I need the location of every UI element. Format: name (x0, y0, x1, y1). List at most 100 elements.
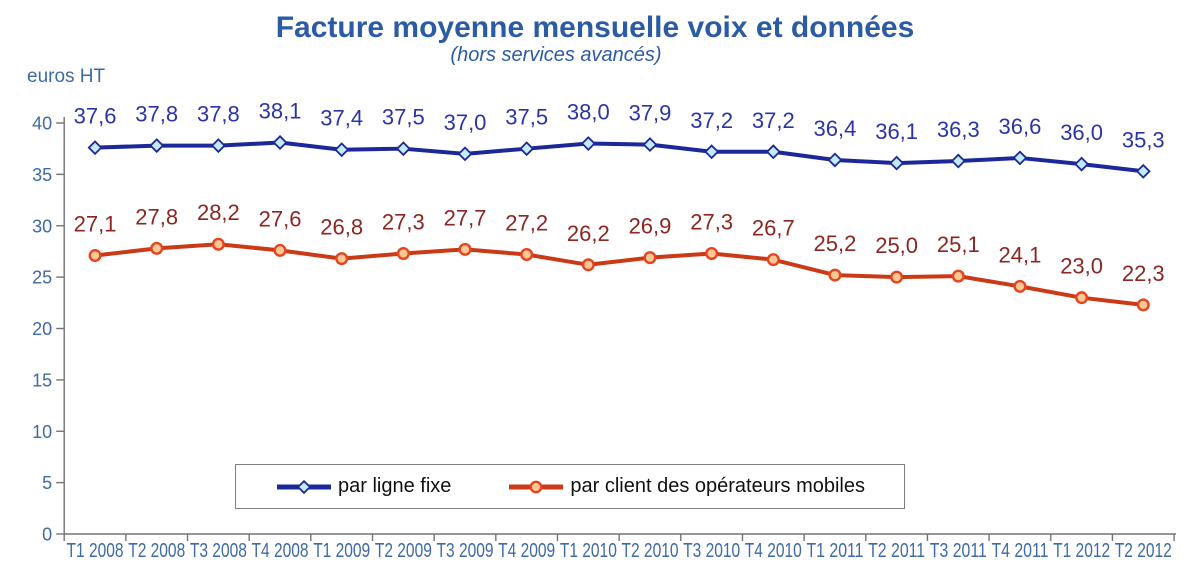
value-label: 37,8 (135, 102, 178, 127)
value-label: 27,2 (505, 211, 548, 236)
value-label: 25,0 (875, 233, 918, 258)
value-label: 37,5 (505, 105, 548, 130)
legend-item-ligne-fixe: par ligne fixe (275, 475, 451, 498)
value-label: 27,7 (444, 205, 487, 230)
x-axis-label: T4 2009 (498, 540, 555, 562)
x-axis-label: T3 2010 (683, 540, 740, 562)
marker-diamond (149, 138, 165, 154)
marker-circle (1075, 291, 1089, 305)
value-label: 36,6 (999, 114, 1042, 139)
series-line-0 (93, 140, 1146, 174)
legend: par ligne fixe par client des opérateurs… (235, 464, 905, 509)
marker-diamond (704, 144, 720, 160)
marker-diamond (765, 144, 781, 160)
marker-circle (766, 253, 780, 267)
marker-diamond (580, 136, 596, 152)
value-label: 35,3 (1122, 127, 1165, 152)
x-axis-label: T4 2011 (991, 540, 1048, 562)
marker-circle (890, 270, 904, 284)
value-label: 25,1 (937, 232, 980, 257)
marker-diamond (889, 155, 905, 171)
x-axis-label: T4 2010 (745, 540, 802, 562)
legend-item-mobiles: par client des opérateurs mobiles (507, 475, 865, 498)
x-axis-label: T4 2008 (252, 540, 309, 562)
value-label: 23,0 (1060, 254, 1103, 279)
marker-circle (88, 249, 102, 263)
x-axis-label: T2 2011 (868, 540, 925, 562)
value-label: 27,3 (382, 209, 425, 234)
value-label: 27,3 (690, 209, 733, 234)
marker-diamond (1012, 150, 1028, 166)
marker-diamond (519, 141, 535, 157)
marker-diamond (950, 153, 966, 169)
value-label: 37,9 (629, 101, 672, 126)
marker-circle (951, 269, 965, 283)
value-label: 26,8 (320, 215, 363, 240)
value-label: 27,8 (135, 204, 178, 229)
chart-subtitle: (hors services avancés) (450, 44, 662, 66)
x-axis-label: T3 2008 (190, 540, 247, 562)
y-axis-unit-label: euros HT (27, 66, 106, 87)
value-label: 37,6 (74, 104, 117, 129)
value-label: 36,4 (814, 116, 857, 141)
marker-circle (705, 246, 719, 260)
marker-diamond (272, 135, 288, 150)
marker-circle (828, 268, 842, 282)
x-axis-label: T2 2010 (621, 540, 678, 562)
value-label: 36,0 (1060, 120, 1103, 145)
marker-circle (643, 251, 657, 265)
y-tick-label: 15 (32, 370, 52, 390)
legend-label-mobiles: par client des opérateurs mobiles (570, 475, 865, 497)
marker-diamond (210, 138, 226, 154)
x-axis-label: T2 2009 (375, 540, 432, 562)
x-axis-label: T1 2012 (1053, 540, 1110, 562)
marker-circle (458, 242, 472, 256)
value-label: 27,6 (259, 206, 302, 231)
x-axis-label: T1 2009 (313, 540, 370, 562)
value-label: 26,7 (752, 216, 795, 241)
value-label: 37,5 (382, 105, 425, 130)
marker-circle (1013, 279, 1027, 293)
x-axis-label: T3 2011 (930, 540, 987, 562)
marker-diamond (395, 141, 411, 157)
legend-line-circle-icon (509, 480, 564, 493)
y-tick-label: 0 (42, 525, 52, 545)
value-label: 27,1 (74, 212, 117, 237)
value-label: 38,0 (567, 100, 610, 125)
value-label: 37,4 (320, 106, 363, 131)
value-label: 24,1 (999, 242, 1042, 267)
x-axis-label: T2 2012 (1115, 540, 1172, 562)
value-label: 36,3 (937, 117, 980, 142)
y-tick-label: 10 (32, 422, 52, 442)
y-tick-label: 40 (32, 114, 52, 134)
marker-circle (273, 243, 287, 257)
value-label: 28,2 (197, 200, 240, 225)
value-label: 22,3 (1122, 261, 1165, 286)
marker-circle (581, 258, 595, 272)
y-tick-label: 20 (32, 319, 52, 339)
marker-circle (396, 246, 410, 260)
x-axis-label: T1 2010 (560, 540, 617, 562)
y-tick-label: 35 (32, 165, 52, 185)
marker-diamond (1074, 156, 1090, 172)
marker-diamond (457, 146, 473, 162)
value-label: 37,2 (752, 108, 795, 133)
marker-circle (520, 248, 534, 262)
legend-line-diamond-icon (276, 479, 331, 494)
marker-circle (335, 252, 349, 266)
value-label: 38,1 (259, 99, 302, 124)
value-label: 37,2 (690, 108, 733, 133)
value-label: 25,2 (814, 231, 857, 256)
marker-circle (1136, 298, 1150, 312)
marker-circle (150, 241, 164, 255)
x-axis-label: T1 2008 (67, 540, 124, 562)
marker-diamond (1135, 163, 1151, 179)
y-tick-label: 5 (42, 473, 52, 493)
legend-label-ligne-fixe: par ligne fixe (337, 475, 452, 497)
marker-circle (211, 237, 225, 251)
marker-diamond (334, 142, 350, 158)
x-axis-label: T1 2011 (806, 540, 863, 562)
value-label: 26,9 (629, 214, 672, 239)
